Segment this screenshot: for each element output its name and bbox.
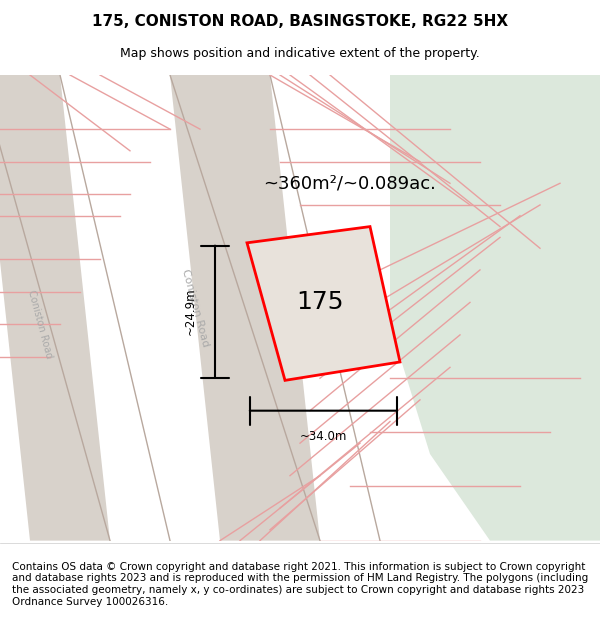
Text: ~34.0m: ~34.0m — [300, 430, 347, 443]
Text: Contains OS data © Crown copyright and database right 2021. This information is : Contains OS data © Crown copyright and d… — [12, 562, 588, 606]
Polygon shape — [170, 75, 320, 541]
Text: ~360m²/~0.089ac.: ~360m²/~0.089ac. — [263, 174, 436, 192]
Polygon shape — [390, 75, 600, 541]
Text: 175, CONISTON ROAD, BASINGSTOKE, RG22 5HX: 175, CONISTON ROAD, BASINGSTOKE, RG22 5H… — [92, 14, 508, 29]
Text: ~24.9m: ~24.9m — [184, 288, 197, 336]
Polygon shape — [247, 227, 400, 381]
Text: Coniston Road: Coniston Road — [180, 268, 210, 348]
Polygon shape — [0, 75, 110, 541]
Text: 175: 175 — [296, 291, 344, 314]
Text: Coniston Road: Coniston Road — [26, 289, 54, 359]
Text: Map shows position and indicative extent of the property.: Map shows position and indicative extent… — [120, 48, 480, 61]
